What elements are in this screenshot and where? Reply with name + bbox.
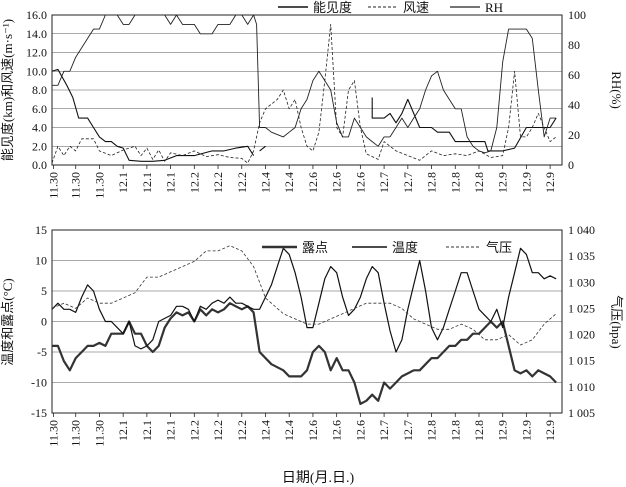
x-tick-label: 12.4: [282, 172, 296, 193]
x-tick-label: 12.2: [187, 172, 201, 193]
legend-label: 露点: [302, 240, 328, 255]
y-right-tick-label: 1 010: [568, 380, 595, 394]
series-line-2: [51, 247, 557, 353]
x-tick-label: 11.30: [46, 172, 60, 199]
series-line-1: [52, 302, 557, 405]
x-tick-label: 12.2: [235, 172, 249, 193]
y-left-tick-label: 16.0: [26, 8, 47, 22]
x-tick-label: 12.7: [377, 420, 391, 441]
y-left-tick-label: -15: [31, 406, 47, 420]
x-tick-label: 12.8: [448, 420, 462, 441]
plot-frame: [51, 229, 563, 414]
y-left-tick-label: 0.0: [32, 158, 47, 172]
x-tick-label: 12.6: [330, 420, 344, 441]
x-tick-label: 12.1: [116, 420, 130, 441]
y-right-tick-label: 0: [568, 158, 574, 172]
x-tick-label: 11.30: [46, 420, 60, 447]
y-left-tick-label: -5: [37, 345, 47, 359]
y-left-tick-label: 8.0: [32, 83, 47, 97]
x-tick-label: 12.8: [472, 420, 486, 441]
x-tick-label: 12.7: [401, 420, 415, 441]
y-left-tick-label: 12.0: [26, 46, 47, 60]
y-left-axis-label: 能见度(km)和风速(m·s⁻¹): [0, 19, 15, 161]
x-tick-label: 12.1: [164, 420, 178, 441]
x-tick-label: 12.7: [401, 172, 415, 193]
x-tick-label: 12.8: [425, 420, 439, 441]
x-tick-label: 12.9: [496, 420, 510, 441]
x-tick-label: 12.2: [211, 172, 225, 193]
x-tick-label: 11.30: [92, 172, 106, 199]
y-left-tick-label: 10: [35, 254, 47, 268]
y-left-tick-label: 15: [35, 223, 47, 237]
y-right-tick-label: 60: [568, 68, 580, 82]
legend-label: 温度: [392, 240, 418, 255]
y-left-tick-label: 14.0: [26, 27, 47, 41]
x-tick-label: 12.2: [187, 420, 201, 441]
series-line-2: [51, 24, 557, 164]
x-tick-label: 11.30: [92, 420, 106, 447]
x-tick-label: 12.4: [282, 420, 296, 441]
legend-label: RH: [485, 0, 503, 15]
y-left-axis-label: 温度和露点(°C): [0, 278, 15, 366]
y-right-tick-label: 1 020: [568, 328, 595, 342]
series-line-3: [51, 245, 557, 346]
x-tick-label: 12.6: [306, 172, 320, 193]
x-tick-label: 12.8: [425, 172, 439, 193]
x-tick-label: 12.4: [258, 420, 272, 441]
y-right-tick-label: 20: [568, 128, 580, 142]
series-line-1: [51, 68, 557, 162]
chart-panel-2: -15 -10 -5 0 5 10 15 1 005 1 010 1 015 1 020 1 025 1…: [0, 223, 624, 447]
x-tick-label: 11.30: [69, 172, 83, 199]
x-tick-label: 12.6: [330, 172, 344, 193]
x-tick-label: 12.9: [519, 172, 533, 193]
chart-panel-1: 0.0 2.0 4.0 6.0 8.0 10.0 12.0 14.0 16.0 0 20 40 60 80…: [0, 0, 624, 199]
plot-frame: [51, 14, 563, 166]
y-left-tick-label: -10: [31, 376, 47, 390]
legend-label: 能见度: [313, 0, 352, 15]
x-tick-label: 12.1: [164, 172, 178, 193]
y-left-tick-label: 4.0: [32, 121, 47, 135]
y-right-tick-label: 1 040: [568, 223, 595, 237]
y-right-axis-label: 气压(hpa): [609, 295, 624, 348]
x-tick-label: 12.8: [472, 172, 486, 193]
y-right-tick-label: 1 015: [568, 354, 595, 368]
legend-label: 风速: [403, 0, 429, 15]
x-tick-label: 12.9: [496, 172, 510, 193]
y-left-tick-label: 6.0: [32, 102, 47, 116]
y-right-tick-label: 1 030: [568, 275, 595, 289]
x-tick-label: 12.9: [519, 420, 533, 441]
x-tick-label: 12.7: [377, 172, 391, 193]
x-tick-label: 12.8: [448, 172, 462, 193]
legend-label: 气压: [486, 240, 512, 255]
y-right-tick-label: 1 005: [568, 406, 595, 420]
y-left-tick-label: 5: [41, 284, 47, 298]
x-tick-label: 12.9: [543, 172, 557, 193]
x-tick-label: 12.1: [140, 420, 154, 441]
y-right-axis-label: RH(%): [609, 71, 624, 109]
x-tick-label: 12.1: [140, 172, 154, 193]
y-right-tick-label: 100: [568, 8, 586, 22]
y-right-tick-label: 1 035: [568, 249, 595, 263]
x-tick-label: 12.6: [306, 420, 320, 441]
x-tick-label: 12.6: [353, 172, 367, 193]
y-left-tick-label: 0: [41, 315, 47, 329]
x-tick-label: 12.1: [116, 172, 130, 193]
y-left-tick-label: 2.0: [32, 139, 47, 153]
x-axis-label: 日期(月.日.): [282, 470, 355, 486]
y-left-tick-label: 10.0: [26, 64, 47, 78]
x-tick-label: 12.6: [353, 420, 367, 441]
x-tick-label: 11.30: [69, 420, 83, 447]
x-tick-label: 12.2: [211, 420, 225, 441]
x-tick-label: 12.2: [235, 420, 249, 441]
x-tick-label: 12.4: [258, 172, 272, 193]
series-line-3: [52, 14, 557, 154]
x-tick-label: 12.9: [543, 420, 557, 441]
y-right-tick-label: 1 025: [568, 301, 595, 315]
y-right-tick-label: 80: [568, 38, 580, 52]
y-right-tick-label: 40: [568, 98, 580, 112]
